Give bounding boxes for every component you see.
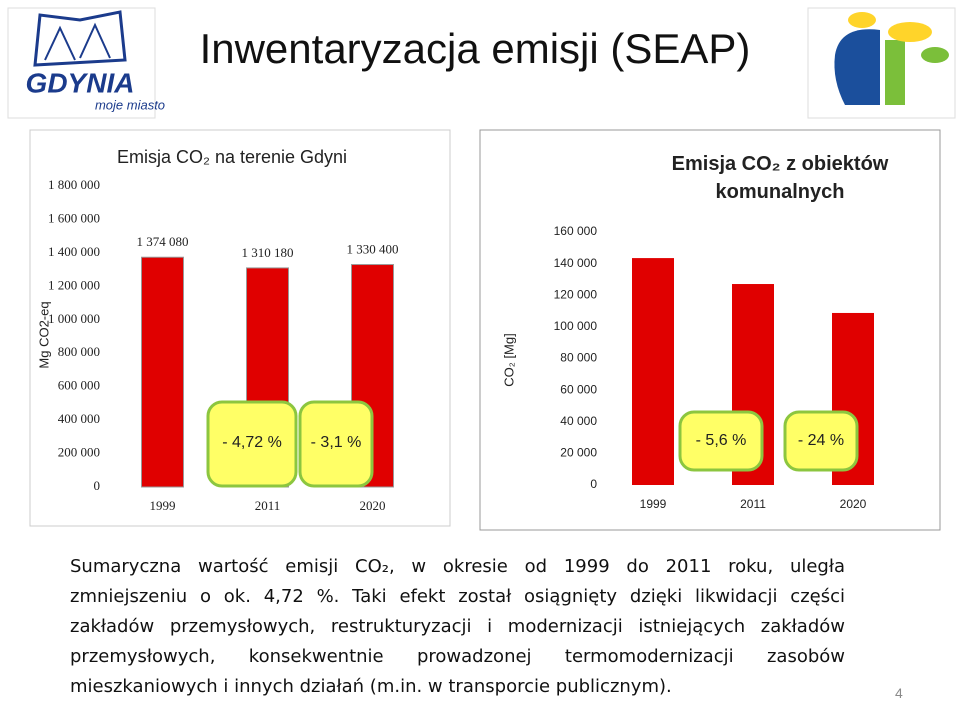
x-tick-label: 1999 [150, 498, 176, 513]
y-tick-label: 80 000 [560, 351, 597, 365]
annotation: - 24 % [798, 432, 844, 449]
value-label: 1 330 400 [347, 242, 399, 257]
logo-leaf [888, 22, 932, 42]
logo-shape [834, 29, 880, 105]
x-tick-label: 2011 [740, 497, 766, 511]
chart-title: Emisja CO₂ z obiektów komunalnych [671, 153, 889, 203]
value-label: 1 310 180 [242, 245, 294, 260]
annotation: - 3,1 % [311, 434, 362, 451]
logo-left: GDYNIA moje miasto [7, 7, 165, 119]
chart-title: Emisja CO₂ na terenie Gdyni [117, 147, 347, 167]
y-tick-label: 20 000 [560, 446, 597, 460]
y-tick-label: 160 000 [554, 224, 598, 238]
y-tick-label: 200 000 [58, 445, 100, 460]
y-tick-label: 60 000 [560, 382, 597, 396]
x-tick-label: 2020 [360, 498, 386, 513]
y-axis-label: Mg CO2-eq [36, 301, 51, 368]
x-tick-label: 2020 [840, 497, 867, 511]
bar [141, 256, 184, 488]
annotation: - 4,72 % [222, 434, 282, 451]
y-tick-label: 120 000 [554, 287, 598, 301]
y-tick-label: 140 000 [554, 256, 598, 270]
callout [298, 400, 374, 488]
logo-shape [885, 40, 905, 105]
logo-ship [33, 10, 127, 67]
y-tick-label: 400 000 [58, 411, 100, 426]
callout [206, 400, 298, 488]
x-tick-label: 1999 [640, 497, 667, 511]
callout [678, 410, 764, 472]
logo-slogan: moje miasto [95, 97, 165, 112]
y-tick-label: 1 400 000 [48, 244, 100, 259]
y-tick-label: 1 600 000 [48, 210, 100, 225]
y-tick-label: 600 000 [58, 378, 100, 393]
logo-right [807, 7, 956, 119]
logo-frame [807, 7, 956, 119]
y-tick-label: 1 200 000 [48, 277, 100, 292]
y-tick-label: 40 000 [560, 414, 597, 428]
logo-name: GDYNIA [26, 67, 135, 98]
x-tick-label: 2011 [255, 498, 281, 513]
y-tick-label: 0 [590, 477, 597, 491]
y-tick-label: 100 000 [554, 319, 598, 333]
value-label: 1 374 080 [137, 234, 189, 249]
logo-leaf [848, 12, 876, 28]
y-axis-label: CO₂ [Mg] [501, 333, 516, 386]
callout [783, 410, 859, 472]
slide-title: Inwentaryzacja emisji (SEAP) [200, 25, 751, 72]
bar [632, 258, 674, 485]
logo-leaf [921, 47, 949, 63]
paragraph: Sumaryczna wartość emisji CO₂, w okresie… [70, 556, 845, 697]
page-number: 4 [895, 685, 903, 701]
logo-sails [44, 22, 111, 61]
y-tick-label: 800 000 [58, 344, 100, 359]
y-tick-label: 1 800 000 [48, 177, 100, 192]
annotation: - 5,6 % [696, 432, 747, 449]
y-tick-label: 1 000 000 [48, 311, 100, 326]
y-tick-label: 0 [94, 478, 101, 493]
